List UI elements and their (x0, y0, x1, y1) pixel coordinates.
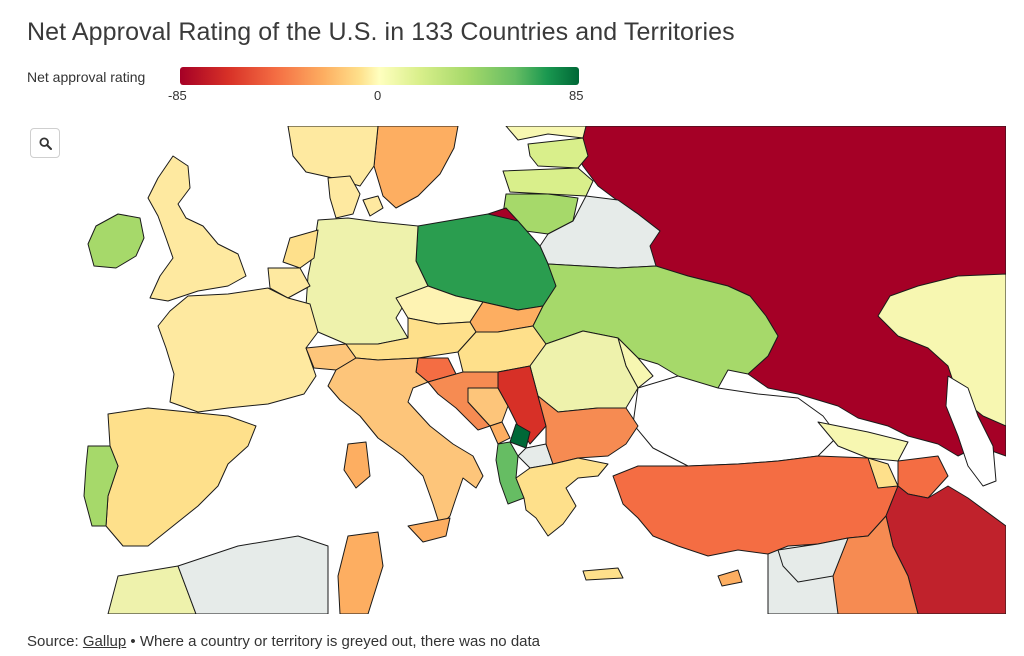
zoom-button[interactable] (30, 128, 60, 158)
legend-mid-label: 0 (374, 88, 382, 103)
region-montenegro[interactable] (489, 421, 511, 445)
source-link-gallup[interactable]: Gallup (82, 633, 127, 650)
region-sardinia[interactable] (343, 441, 371, 489)
source-prefix: Source: (27, 633, 83, 650)
map-area[interactable] (78, 126, 1006, 614)
legend-max-label: 85 (569, 88, 584, 103)
region-latvia[interactable] (502, 167, 594, 197)
region-france[interactable] (157, 287, 319, 413)
region-finland[interactable] (505, 126, 587, 141)
region-iraq[interactable] (832, 515, 919, 614)
map-title: Net Approval Rating of the U.S. in 133 C… (27, 18, 735, 46)
source-note-text: • Where a country or territory is greyed… (126, 633, 541, 650)
magnifier-icon (38, 136, 52, 150)
region-serbia[interactable] (497, 365, 547, 445)
legend-label: Net approval rating (27, 69, 146, 85)
region-black-sea (632, 375, 839, 467)
region-portugal[interactable] (83, 445, 119, 527)
region-belgium[interactable] (267, 267, 311, 299)
region-caspian-sea (945, 375, 997, 487)
region-denmark-islands[interactable] (362, 195, 384, 217)
region-ireland[interactable] (87, 213, 145, 269)
source-note: Source: Gallup • Where a country or terr… (27, 633, 540, 650)
region-algeria[interactable] (177, 535, 329, 614)
region-estonia[interactable] (527, 137, 589, 169)
region-cyprus[interactable] (717, 569, 743, 587)
region-bulgaria[interactable] (537, 395, 639, 465)
region-tunisia[interactable] (337, 531, 384, 614)
europe-map (83, 126, 1006, 614)
region-italy[interactable] (327, 357, 484, 527)
region-spain[interactable] (105, 407, 257, 547)
region-syria[interactable] (777, 537, 849, 583)
legend-min-label: -85 (168, 88, 187, 103)
region-sicily[interactable] (407, 517, 451, 543)
region-morocco[interactable] (107, 565, 197, 614)
region-sweden[interactable] (373, 126, 459, 209)
region-germany[interactable] (305, 217, 429, 345)
region-denmark[interactable] (327, 175, 361, 219)
region-united-kingdom[interactable] (147, 155, 247, 302)
legend-color-scale (180, 67, 579, 85)
region-netherlands[interactable] (282, 229, 319, 269)
region-crete[interactable] (582, 567, 624, 581)
region-albania[interactable] (495, 441, 525, 505)
region-norway[interactable] (287, 126, 379, 187)
region-greece[interactable] (515, 457, 609, 537)
